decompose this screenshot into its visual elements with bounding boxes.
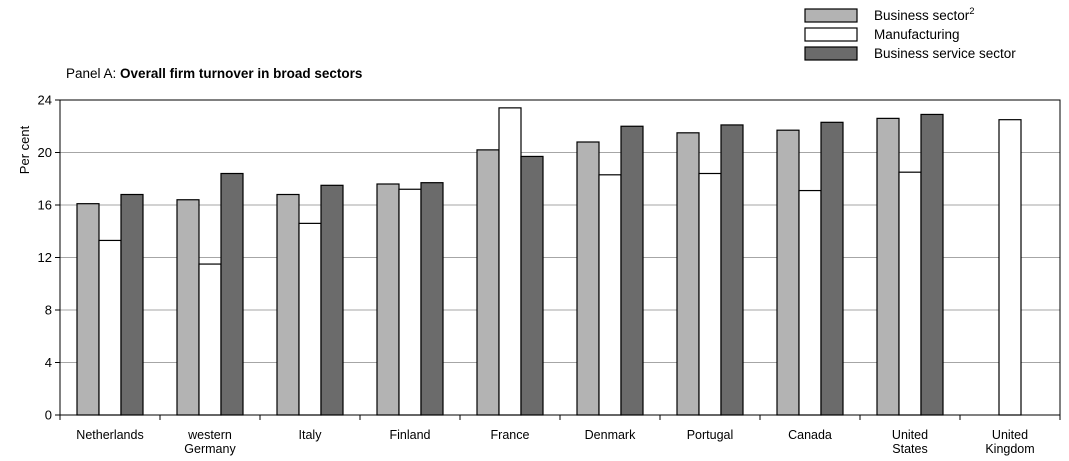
legend-swatch [804,8,858,23]
y-tick-label: 12 [38,250,52,265]
bar-manufacturing [398,188,422,416]
x-category-label: Denmark [585,428,636,442]
bar-business-service-sector [420,182,444,416]
x-category-label-line: Italy [299,428,323,442]
bar-business-service-sector [320,184,344,416]
bar-business-service-sector [720,124,744,416]
panel-prefix: Panel A: [66,66,120,81]
bar-business-sector [876,117,900,416]
bar-business-sector [76,203,100,416]
x-category-label-line: Canada [788,428,832,442]
x-category-label: United States [892,428,928,456]
legend-label-text: Manufacturing [874,27,960,42]
x-labels: Netherlands western Germany Italy Finland Fra… [76,428,1034,456]
bar-business-sector [376,183,400,416]
legend-label: Business service sector [874,46,1016,61]
bar-business-sector [276,193,300,416]
bar-manufacturing [698,172,722,416]
bar-manufacturing [798,189,822,416]
bar-business-sector [676,132,700,416]
bar-business-service-sector [220,172,244,416]
bar-manufacturing [898,171,922,416]
x-category-label: Canada [788,428,832,442]
x-category-label-line: Germany [184,442,236,456]
legend-label: Manufacturing [874,27,960,42]
x-category-label: Netherlands [76,428,143,442]
y-tick-label: 20 [38,145,52,160]
bar-business-service-sector [820,121,844,416]
y-tick-label: 24 [38,93,52,108]
bars [76,107,1022,416]
legend-swatch [804,27,858,42]
bar-business-service-sector [520,155,544,416]
panel-title-text: Overall firm turnover in broad sectors [120,66,362,81]
x-category-label: United Kingdom [985,428,1034,456]
x-category-label: France [491,428,530,442]
chart-title: Panel A: Overall firm turnover in broad … [66,66,362,81]
bar-manufacturing [998,119,1022,416]
x-category-label: Portugal [687,428,734,442]
bar-manufacturing [498,107,522,416]
x-category-label-line: France [491,428,530,442]
y-tick-label: 8 [45,303,52,318]
bar-business-sector [776,129,800,416]
x-category-label-line: western [187,428,232,442]
bar-business-service-sector [620,125,644,416]
legend-label-text: Business service sector [874,46,1016,61]
bar-business-service-sector [920,113,944,416]
x-category-label: western Germany [184,428,236,456]
legend-label-superscript: 2 [969,6,974,17]
legend-label-text: Business sector [874,8,970,23]
legend-swatch [804,46,858,61]
legend-label: Business sector2 [874,6,975,23]
bar-business-sector [576,141,600,416]
bar-manufacturing [98,239,122,416]
y-tick-label: 4 [45,355,52,370]
x-category-label-line: States [892,442,927,456]
bar-manufacturing [298,222,322,416]
y-axis-label: Per cent [17,125,32,174]
x-category-label-line: Portugal [687,428,734,442]
y-tick-label: 0 [45,408,52,423]
y-tick-label: 16 [38,198,52,213]
x-category-label: Italy [299,428,323,442]
bar-business-sector [176,199,200,416]
bar-business-sector [476,149,500,416]
x-category-label-line: Kingdom [985,442,1034,456]
x-category-label: Finland [390,428,431,442]
x-category-label-line: Netherlands [76,428,143,442]
x-category-label-line: United [892,428,928,442]
legend: Business sector2 Manufacturing Business se… [804,6,1016,61]
x-category-label-line: Denmark [585,428,636,442]
x-category-label-line: United [992,428,1028,442]
bar-manufacturing [598,174,622,416]
y-ticks: 0 4 8 12 16 20 24 [38,93,60,423]
bar-manufacturing [198,263,222,416]
bar-business-service-sector [120,193,144,416]
x-category-label-line: Finland [390,428,431,442]
